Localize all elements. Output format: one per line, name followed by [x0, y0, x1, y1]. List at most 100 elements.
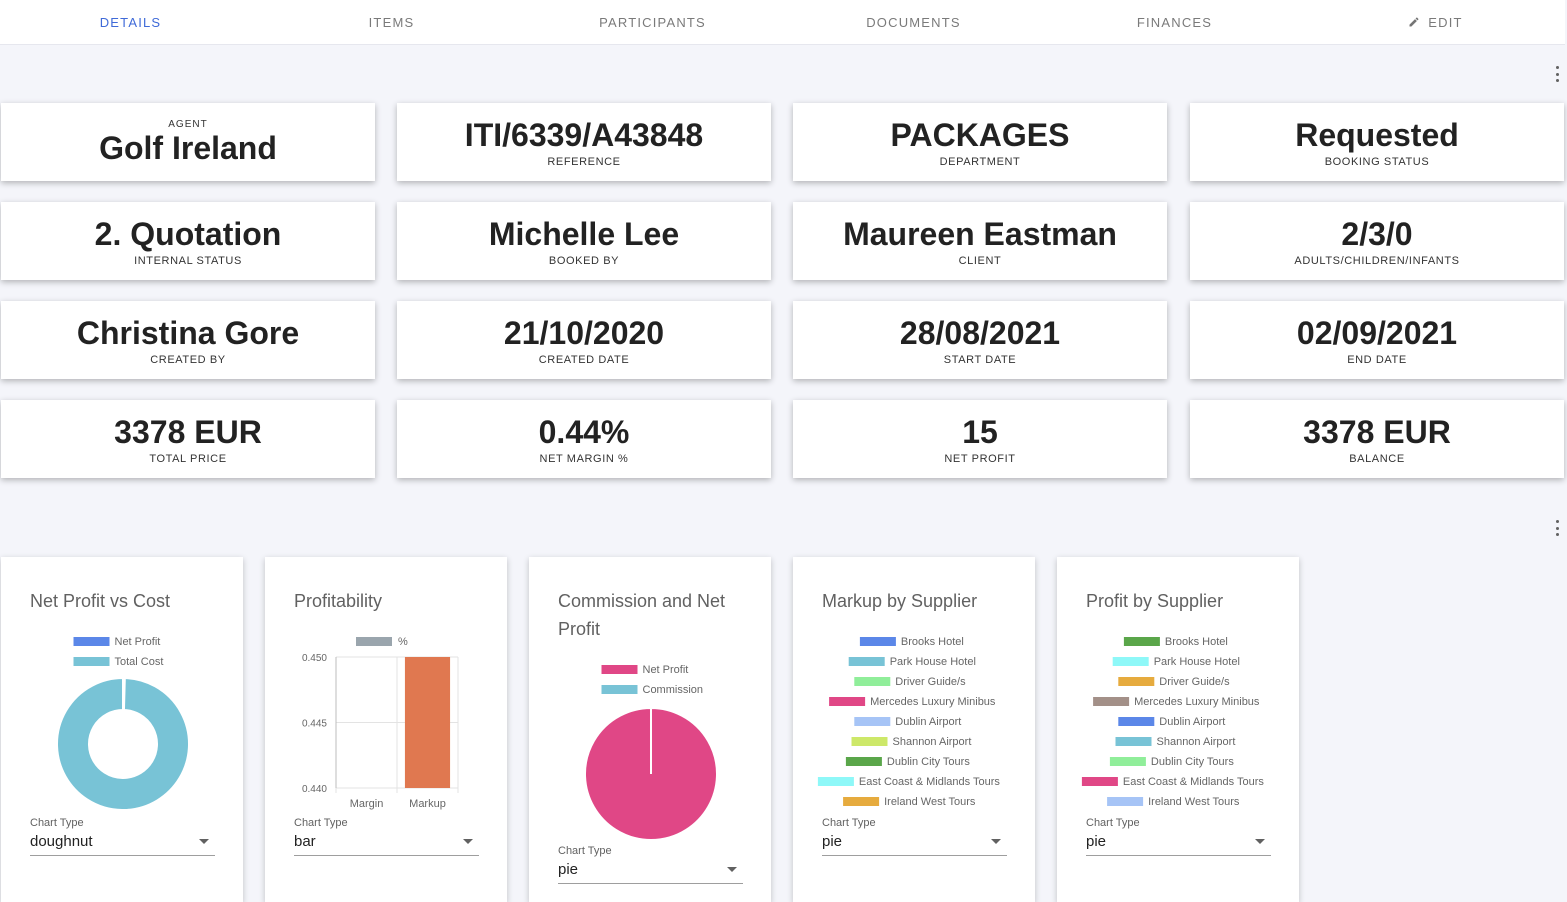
booking-status-card: Requested BOOKING STATUS [1190, 103, 1564, 181]
chart-card-net-profit-vs-cost: Net Profit vs Cost Net Profit Total Cost … [1, 557, 243, 902]
end-date-card: 02/09/2021 END DATE [1190, 301, 1564, 379]
card-value: Christina Gore [76, 314, 300, 351]
tab-bar: DETAILS ITEMS PARTICIPANTS DOCUMENTS FIN… [0, 0, 1565, 45]
legend-swatch [854, 717, 891, 726]
legend-label: Total Cost [115, 656, 164, 668]
chart-title: Profitability [294, 591, 383, 611]
chart-title: Profit by Supplier [1086, 591, 1224, 611]
legend-label: Mercedes Luxury Minibus [1134, 696, 1260, 708]
tab-edit[interactable]: EDIT [1305, 0, 1566, 44]
legend-swatch [73, 657, 110, 666]
created-date-card: 21/10/2020 CREATED DATE [397, 301, 771, 379]
pie-chart: Net Profit Commission [584, 664, 718, 841]
card-value: 2/3/0 [1341, 215, 1413, 252]
pencil-icon [1408, 16, 1420, 28]
card-label: CLIENT [958, 254, 1002, 267]
card-value: Maureen Eastman [843, 215, 1117, 252]
legend-swatch [854, 677, 891, 686]
legend-swatch [356, 637, 392, 646]
tab-participants[interactable]: PARTICIPANTS [522, 0, 783, 44]
legend-swatch [1112, 657, 1149, 666]
legend-label: Shannon Airport [893, 736, 972, 748]
more-options-icon[interactable] [1552, 66, 1562, 82]
legend-label: Park House Hotel [1154, 656, 1240, 668]
chart-type-select[interactable]: pie [558, 859, 743, 884]
card-label: TOTAL PRICE [149, 452, 227, 465]
balance-card: 3378 EUR BALANCE [1190, 400, 1564, 478]
card-value: 0.44% [538, 413, 630, 450]
legend-label: Net Profit [115, 636, 161, 648]
tab-details[interactable]: DETAILS [0, 0, 261, 44]
net-margin-card: 0.44% NET MARGIN % [397, 400, 771, 478]
agent-value: Golf Ireland [99, 129, 277, 166]
card-value: ITI/6339/A43848 [464, 116, 704, 153]
legend-label: Ireland West Tours [884, 796, 976, 808]
legend-label: Net Profit [643, 664, 689, 676]
y-tick-label: 0.450 [302, 653, 327, 664]
legend-swatch [851, 737, 888, 746]
card-value: 21/10/2020 [503, 314, 665, 351]
legend-label: Brooks Hotel [901, 636, 964, 648]
chart-type-select[interactable]: pie [822, 831, 1007, 856]
pie-chart-legend: Brooks Hotel Park House Hotel Driver Guide… [1081, 636, 1264, 808]
tab-finances[interactable]: FINANCES [1044, 0, 1305, 44]
start-date-card: 28/08/2021 START DATE [793, 301, 1167, 379]
chart-card-profitability: Profitability % 0.450 0.445 0.440 Margin Mark… [265, 557, 507, 902]
legend-swatch [1123, 637, 1160, 646]
booked-by-card: Michelle Lee BOOKED BY [397, 202, 771, 280]
more-options-icon[interactable] [1552, 520, 1562, 536]
card-value: 2. Quotation [94, 215, 282, 252]
bar-chart: % 0.450 0.445 0.440 Margin Markup [302, 636, 459, 810]
legend-swatch [1118, 717, 1155, 726]
created-by-card: Christina Gore CREATED BY [1, 301, 375, 379]
card-label: NET PROFIT [944, 452, 1016, 465]
chart-title: Net Profit vs Cost [30, 591, 171, 611]
y-tick-label: 0.445 [302, 719, 327, 730]
card-label: BALANCE [1349, 452, 1405, 465]
card-label: BOOKING STATUS [1324, 155, 1430, 168]
tab-label: DETAILS [99, 14, 162, 30]
legend-swatch [848, 657, 885, 666]
dropdown-arrow-icon [463, 839, 473, 844]
legend-swatch [859, 637, 896, 646]
dropdown-arrow-icon [727, 867, 737, 872]
doughnut-chart: Net Profit Total Cost [56, 636, 190, 811]
chart-type-value: doughnut [30, 833, 93, 850]
y-tick-label: 0.440 [302, 784, 327, 795]
chart-title: Commission and Net Profit [558, 591, 726, 639]
bar [404, 657, 451, 788]
tab-label: EDIT [1428, 14, 1463, 30]
chart-type-select[interactable]: bar [294, 831, 479, 856]
chart-type-select[interactable]: pie [1086, 831, 1271, 856]
chart-type-label: Chart Type [1086, 817, 1140, 829]
card-label: ADULTS/CHILDREN/INFANTS [1294, 254, 1460, 267]
internal-status-card: 2. Quotation INTERNAL STATUS [1, 202, 375, 280]
chart-type-select[interactable]: doughnut [30, 831, 215, 856]
chart-type-value: pie [822, 833, 843, 850]
card-value: 15 [962, 413, 998, 450]
card-value: 3378 EUR [114, 413, 262, 450]
legend-label: Driver Guide/s [895, 676, 966, 688]
card-label: CREATED BY [150, 353, 226, 366]
legend-swatch [1107, 797, 1144, 806]
chart-card-profit-by-supplier: Profit by Supplier Brooks Hotel Park Hous… [1057, 557, 1299, 902]
chart-type-value: bar [294, 833, 316, 850]
card-label: DEPARTMENT [939, 155, 1021, 168]
tab-items[interactable]: ITEMS [261, 0, 522, 44]
legend-swatch [829, 697, 866, 706]
card-label: BOOKED BY [548, 254, 620, 267]
chart-type-value: pie [558, 861, 579, 878]
tab-documents[interactable]: DOCUMENTS [783, 0, 1044, 44]
legend-label: Park House Hotel [890, 656, 976, 668]
legend-label: Dublin City Tours [1151, 756, 1234, 768]
chart-type-label: Chart Type [30, 817, 84, 829]
chart-slice [584, 706, 718, 841]
dropdown-arrow-icon [991, 839, 1001, 844]
legend-label: Mercedes Luxury Minibus [870, 696, 996, 708]
tab-label: ITEMS [368, 14, 415, 30]
chart-type-label: Chart Type [822, 817, 876, 829]
legend-label: Dublin Airport [1159, 716, 1225, 728]
card-label: START DATE [943, 353, 1017, 366]
legend-swatch [1118, 677, 1155, 686]
legend-label: Dublin City Tours [887, 756, 970, 768]
